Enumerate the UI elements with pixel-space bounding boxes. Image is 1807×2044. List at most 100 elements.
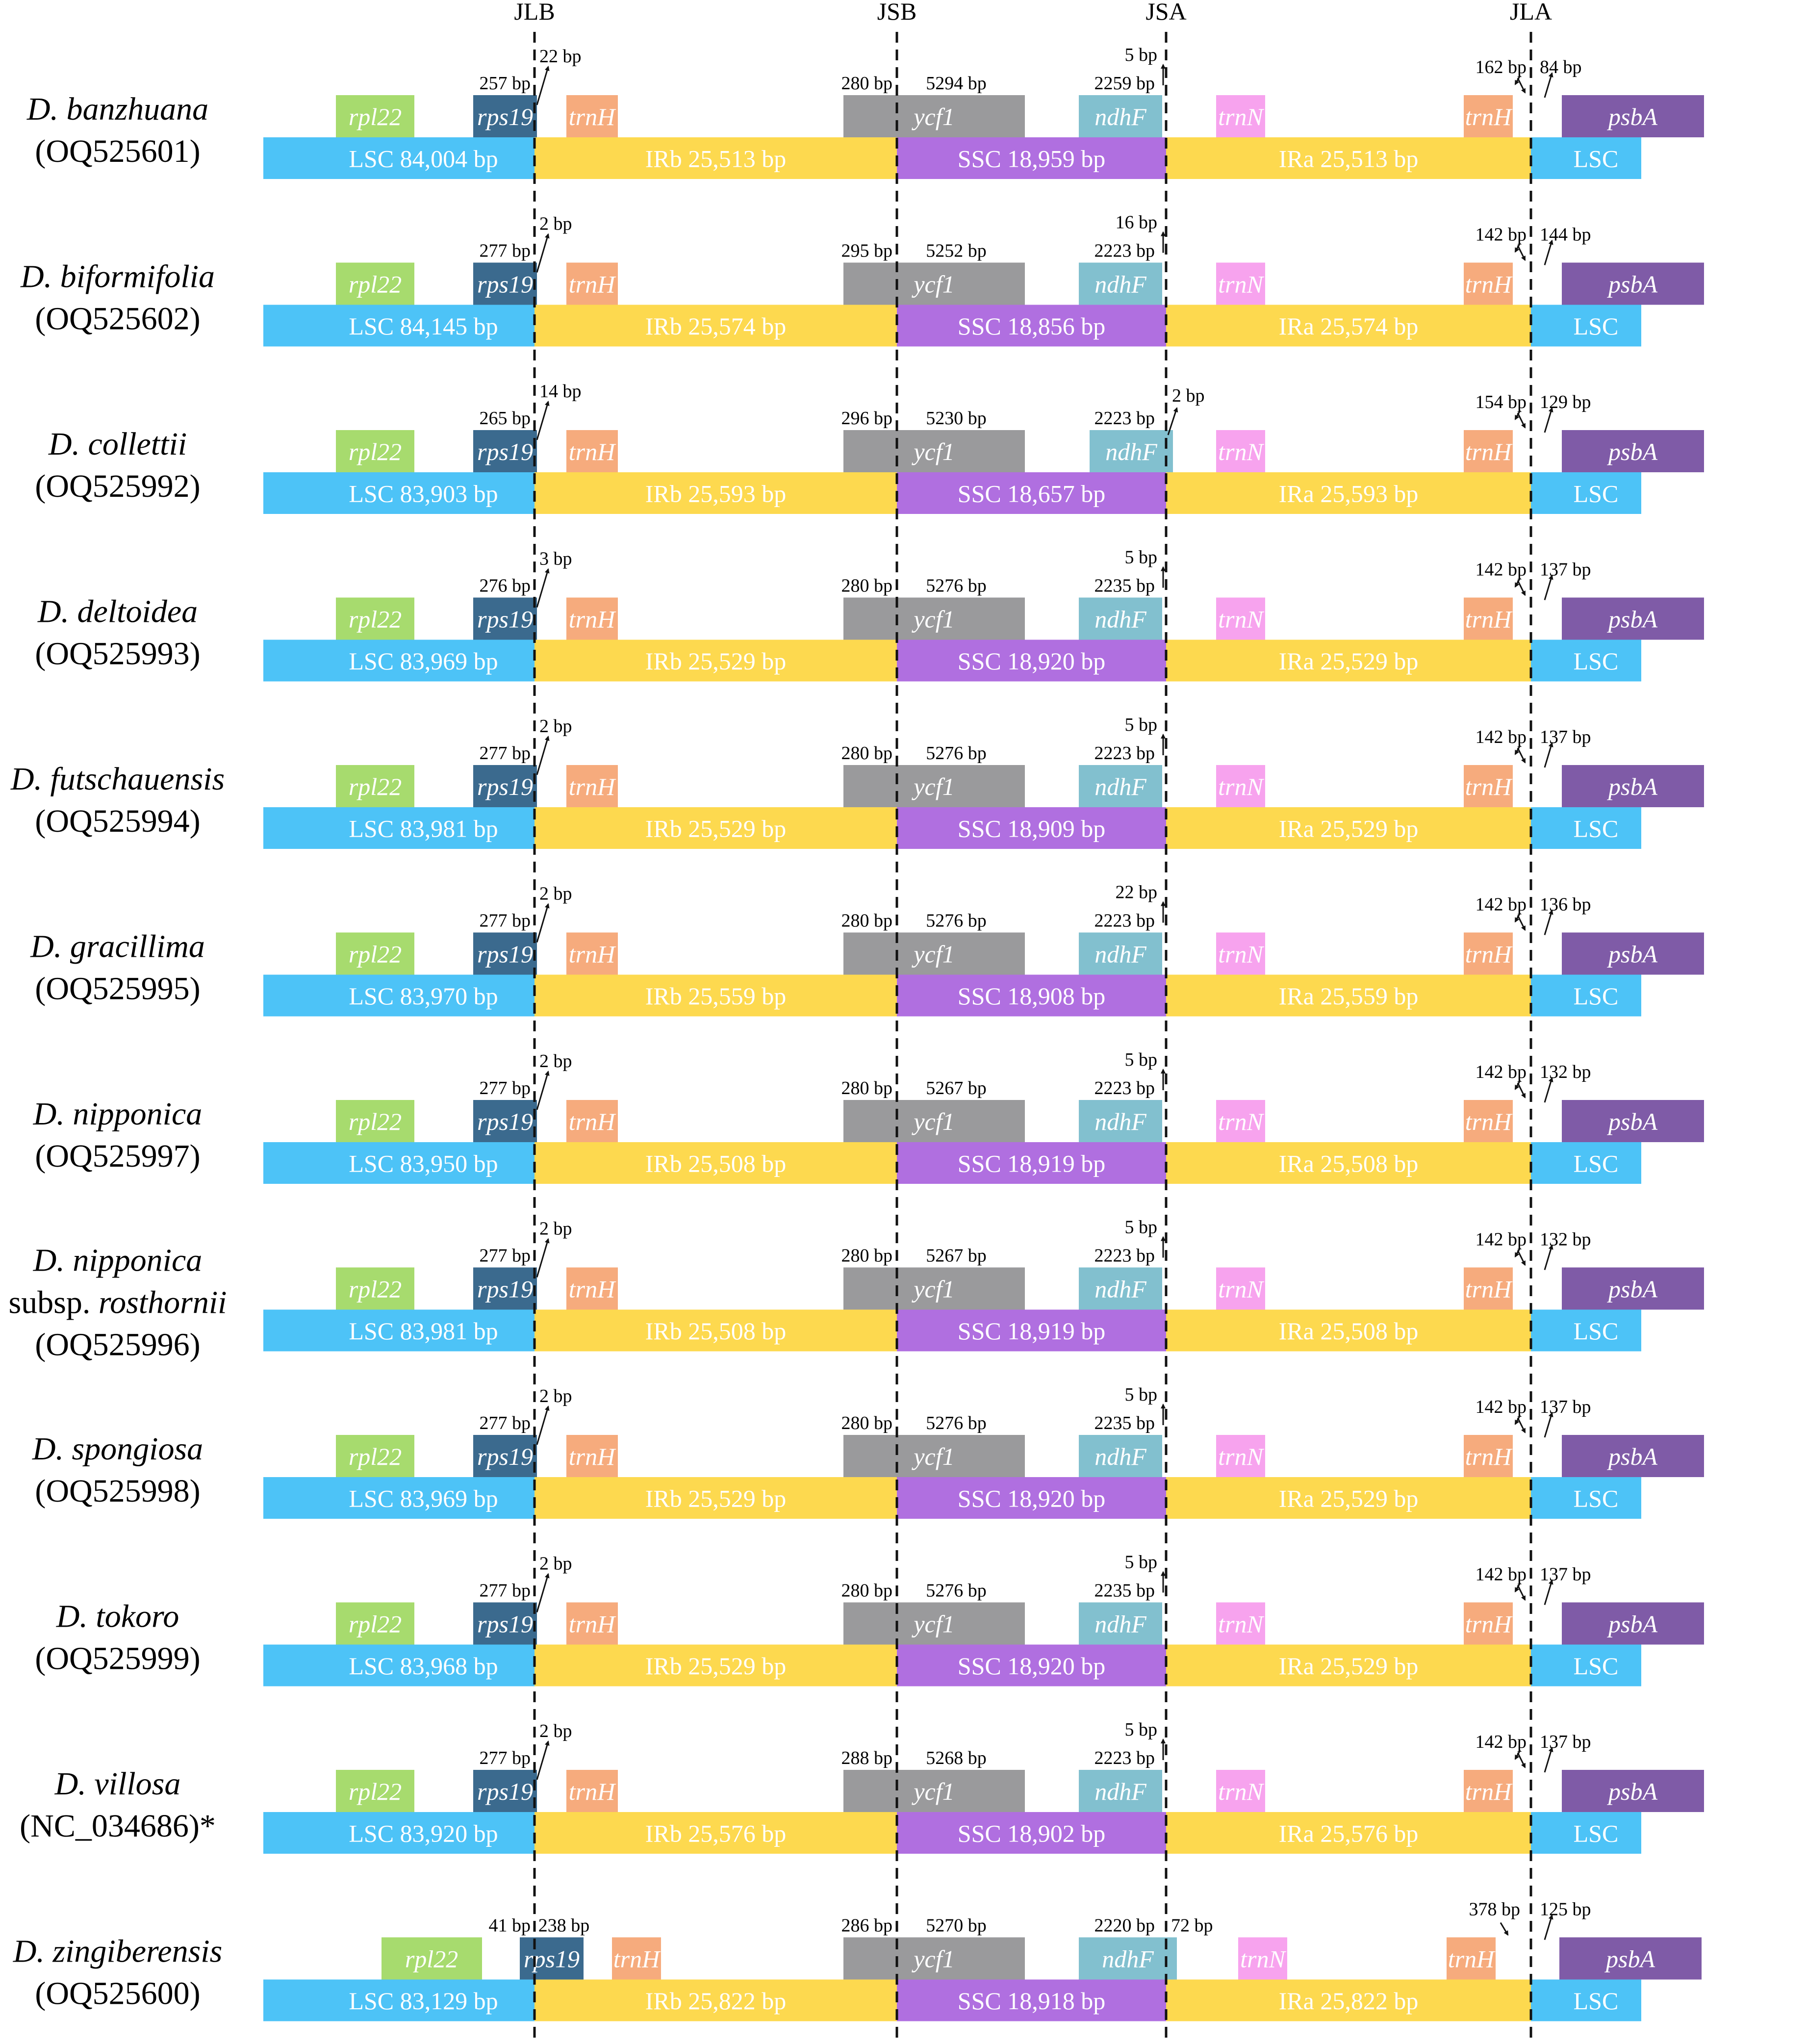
region-irb [534,1644,897,1686]
region-lsc-label: LSC 83,950 bp [349,1150,498,1177]
gene-ycf1 [843,1267,1025,1310]
species-accession: (OQ525602) [35,301,200,337]
name-part: (OQ525998) [35,1473,200,1509]
gene-trnh-right [1464,1267,1513,1310]
gene-rpl22 [382,1937,482,1980]
region-lsc [263,472,534,514]
region-lsc-right [1531,1309,1641,1352]
jla-arrow-left-tick [1514,1750,1521,1760]
gene-rpl22 [336,1267,414,1310]
bp-trnh-right: 142 bp [1476,894,1527,915]
gene-trnh-right-label: trnH [1465,1108,1513,1135]
gene-ndhf-label: ndhF [1094,606,1146,633]
name-part: D. deltoidea [37,594,198,630]
name-part: (OQ525602) [35,301,200,337]
species-name: D. tokoro [56,1599,179,1635]
jla-arrow-right [1544,407,1553,433]
region-lsc-right [1531,472,1641,514]
gene-psba [1562,1602,1704,1645]
jlb-arrow [536,736,550,775]
jla-arrow-left [1517,580,1526,596]
gene-ycf1-label: ycf1 [911,941,954,968]
bp-ndhf: 2235 bp [1094,1581,1155,1601]
jlb-arrow [536,1740,550,1780]
gene-trnn-label: trnN [1218,1276,1264,1303]
gene-ycf1-label: ycf1 [911,1778,954,1805]
jla-arrow-right [1544,1244,1553,1270]
region-lsc-label: LSC 84,004 bp [349,145,498,173]
region-irb [534,974,897,1017]
region-lsc-right [1531,974,1641,1017]
bp-psba: 137 bp [1540,727,1591,747]
bp-ycf1-right: 5276 bp [926,1413,987,1433]
region-ssc-label: SSC 18,856 bp [958,312,1105,340]
region-irb-label: IRb 25,822 bp [645,1987,787,2015]
name-part: D. nipponica [33,1243,203,1278]
gene-trnn [1216,262,1265,305]
gene-rps19-label: rps19 [477,271,533,298]
jla-arrow-left [1517,1417,1526,1433]
region-lsc [263,974,534,1017]
jla-arrow-right [1544,909,1553,935]
region-lsc-right-label: LSC [1574,1150,1619,1177]
jla-arrow-right [1544,1412,1553,1438]
region-ira [1166,1477,1531,1519]
region-lsc-right-label: LSC [1574,647,1619,675]
gene-trnh-label: trnH [569,773,616,800]
species-name: D. collettii [48,426,187,462]
gene-ycf1-label: ycf1 [911,103,954,130]
gene-trnn [1216,1602,1265,1645]
gene-trnh-label: trnH [569,1778,616,1805]
jlb-arrow [536,1071,550,1110]
gene-psba [1562,932,1704,975]
bp-psba: 144 bp [1540,225,1591,245]
species-row: D. nipponica subsp. rosthornii (OQ525996) L… [9,1217,1704,1363]
jla-arrow-right [1544,1914,1553,1940]
gene-trnn [1216,597,1265,640]
region-ssc [897,1142,1166,1184]
bp-jsa: 5 bp [1125,1552,1158,1573]
gene-rps19 [473,765,537,807]
jlb-arrow [536,1238,550,1278]
name-part: D. villosa [54,1766,181,1802]
bp-rps19: 277 bp [480,1413,531,1433]
region-lsc-right-label: LSC [1574,815,1619,843]
gene-ndhf [1079,597,1162,640]
gene-trnh-right-label: trnH [1465,773,1513,800]
region-lsc-right [1531,639,1641,682]
region-ssc [897,1644,1166,1686]
region-irb-label: IRb 25,508 bp [645,1317,787,1345]
bp-trnh-right: 142 bp [1476,1229,1527,1250]
gene-rpl22-label: rpl22 [405,1945,458,1973]
jla-arrow-right [1544,239,1553,265]
region-lsc [263,1644,534,1686]
region-ira-label: IRa 25,822 bp [1279,1987,1419,2015]
region-lsc-right-label: LSC [1574,1820,1619,1847]
gene-trnh-label: trnH [569,438,616,465]
jla-arrow-right [1544,1579,1553,1605]
gene-trnh-right [1464,597,1513,640]
bp-trnh-right: 142 bp [1476,1062,1527,1082]
region-irb-label: IRb 25,529 bp [645,1652,787,1680]
region-ira [1166,1309,1531,1352]
bp-jsa: 5 bp [1125,1049,1158,1070]
gene-trnh-right [1464,95,1513,137]
region-lsc-label: LSC 83,920 bp [349,1820,498,1847]
bp-ycf1-right: 5276 bp [926,1581,987,1601]
gene-trnh [566,597,618,640]
jlb-arrow [536,401,550,440]
region-ssc [897,639,1166,682]
bp-trnh-right: 142 bp [1476,560,1527,580]
jla-arrow-left [1517,1752,1526,1768]
bp-trnh-right: 154 bp [1476,392,1527,412]
region-lsc [263,807,534,849]
region-irb [534,1477,897,1519]
region-lsc-right-label: LSC [1574,1317,1619,1345]
gene-trnn-label: trnN [1240,1945,1286,1973]
region-lsc-label: LSC 83,970 bp [349,982,498,1010]
bp-ycf1-left: 296 bp [841,408,893,429]
bp-ycf1-right: 5294 bp [926,73,987,94]
region-irb-label: IRb 25,559 bp [645,982,787,1010]
gene-rpl22-label: rpl22 [349,1443,402,1470]
region-ssc-label: SSC 18,919 bp [958,1150,1105,1177]
